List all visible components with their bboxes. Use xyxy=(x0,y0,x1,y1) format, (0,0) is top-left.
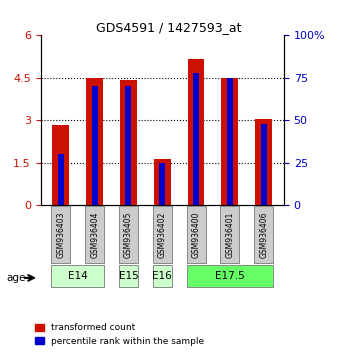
Bar xyxy=(221,78,238,205)
Bar xyxy=(193,73,199,205)
FancyBboxPatch shape xyxy=(220,206,239,263)
FancyBboxPatch shape xyxy=(153,265,172,287)
FancyBboxPatch shape xyxy=(85,206,104,263)
Bar xyxy=(58,154,64,205)
Bar xyxy=(188,59,204,205)
Text: GSM936401: GSM936401 xyxy=(225,211,234,258)
Bar xyxy=(86,78,103,205)
Text: E17.5: E17.5 xyxy=(215,271,245,281)
Bar xyxy=(261,124,267,205)
Text: E15: E15 xyxy=(119,271,138,281)
Text: GSM936404: GSM936404 xyxy=(90,211,99,258)
Text: age: age xyxy=(7,273,26,283)
Bar xyxy=(125,86,131,205)
FancyBboxPatch shape xyxy=(187,265,273,287)
Bar xyxy=(52,125,69,205)
Bar xyxy=(154,159,171,205)
Bar xyxy=(120,80,137,205)
Bar xyxy=(159,163,165,205)
Text: GSM936402: GSM936402 xyxy=(158,211,167,258)
Bar xyxy=(227,78,233,205)
Text: E14: E14 xyxy=(68,271,88,281)
Bar xyxy=(255,119,272,205)
FancyBboxPatch shape xyxy=(119,265,138,287)
Bar xyxy=(92,86,98,205)
FancyBboxPatch shape xyxy=(51,206,70,263)
Text: GSM936403: GSM936403 xyxy=(56,211,65,258)
Text: GDS4591 / 1427593_at: GDS4591 / 1427593_at xyxy=(96,21,242,34)
Legend: transformed count, percentile rank within the sample: transformed count, percentile rank withi… xyxy=(31,320,208,349)
FancyBboxPatch shape xyxy=(254,206,273,263)
Text: GSM936405: GSM936405 xyxy=(124,211,133,258)
FancyBboxPatch shape xyxy=(51,265,104,287)
Text: GSM936400: GSM936400 xyxy=(192,211,200,258)
FancyBboxPatch shape xyxy=(187,206,206,263)
Text: E16: E16 xyxy=(152,271,172,281)
FancyBboxPatch shape xyxy=(153,206,172,263)
FancyBboxPatch shape xyxy=(119,206,138,263)
Text: GSM936406: GSM936406 xyxy=(259,211,268,258)
